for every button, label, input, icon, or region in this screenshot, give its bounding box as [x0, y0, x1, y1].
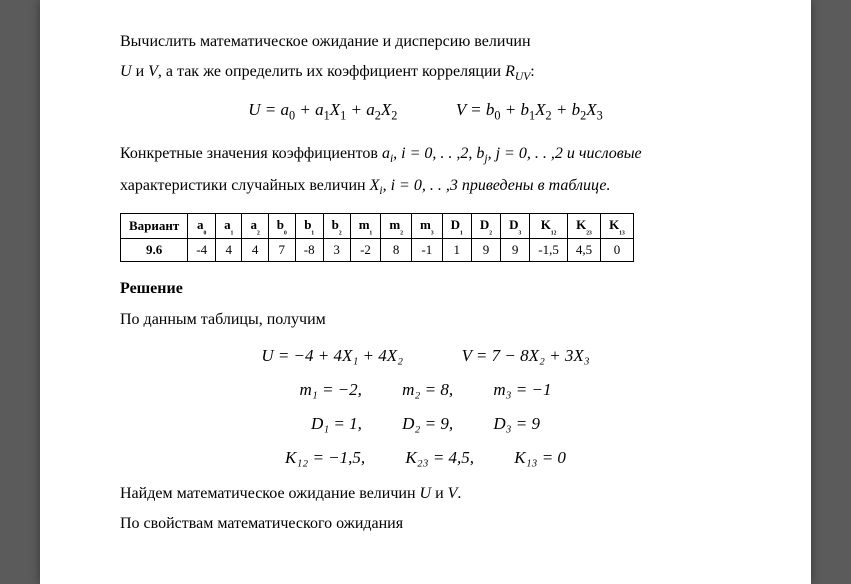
table-header-cell: D₁	[442, 213, 471, 239]
table-data-row: 9.6-4447-83-28-1199-1,54,50	[121, 239, 634, 262]
t: .	[457, 485, 461, 502]
table-data-cell: 9	[501, 239, 530, 262]
t: Конкретные значения коэффициентов	[120, 145, 382, 162]
table-data-cell: -4	[188, 239, 216, 262]
table-header-cell: D₂	[471, 213, 500, 239]
table-header-cell: a₁	[216, 213, 242, 239]
t: X	[330, 100, 340, 119]
eq-uv-values: U = −4 + 4X₁ + 4X₂ V = 7 − 8X₂ + 3X₃	[80, 346, 771, 366]
intro-line1: Вычислить математическое ожидание и дисп…	[80, 30, 771, 54]
para-properties: По свойствам математического ожидания	[80, 512, 771, 536]
para-coeffs-2: характеристики случайных величин Xi, i =…	[80, 174, 771, 200]
table-header-cell: D₃	[501, 213, 530, 239]
d3: D₃ = 9	[493, 414, 540, 433]
t: + b	[552, 100, 580, 119]
eq-k-values: K₁₂ = −1,5, K₂₃ = 4,5, K₁₃ = 0	[80, 448, 771, 468]
table-header-cell: b₁	[295, 213, 323, 239]
para-table-data: По данным таблицы, получим	[80, 308, 771, 332]
table-data-cell: 7	[268, 239, 295, 262]
table-data-cell: 1	[442, 239, 471, 262]
table-data-cell: -8	[295, 239, 323, 262]
table-data-cell: 0	[601, 239, 634, 262]
section-solution: Решение	[120, 280, 771, 298]
table-data-cell: -1	[412, 239, 443, 262]
table-data-cell: 8	[381, 239, 412, 262]
d1: D₁ = 1,	[311, 414, 362, 433]
t: , i = 0, . . ,2,	[393, 145, 476, 162]
t: X	[535, 100, 545, 119]
s: 3	[597, 109, 603, 123]
table-data-cell: 3	[323, 239, 350, 262]
table-data-cell: -2	[350, 239, 381, 262]
eq-m-values: m₁ = −2, m₂ = 8, m₃ = −1	[80, 380, 771, 400]
u-eq: U = a0 + a1X1 + a2X2	[248, 100, 401, 119]
table-data-cell: 9.6	[121, 239, 188, 262]
txt: и	[132, 63, 149, 80]
table-header-cell: Вариант	[121, 213, 188, 239]
table-header-cell: m₃	[412, 213, 443, 239]
table-header-cell: K₂₃	[567, 213, 600, 239]
v: V	[448, 485, 458, 502]
u-val: U = −4 + 4X₁ + 4X₂	[261, 346, 403, 365]
table-header-cell: a₂	[242, 213, 268, 239]
table-header-cell: b₂	[323, 213, 350, 239]
sym-u: U	[120, 63, 132, 80]
document-page: Вычислить математическое ожидание и дисп…	[40, 0, 811, 584]
sym-r: R	[505, 63, 515, 80]
table-header-cell: K₁₂	[530, 213, 568, 239]
t: V = b	[456, 100, 495, 119]
k23: K₂₃ = 4,5,	[405, 448, 474, 467]
s: 2	[391, 109, 397, 123]
t: характеристики случайных величин	[120, 177, 370, 194]
t: , j = 0, . . ,2 и числовые	[488, 145, 642, 162]
table-header-cell: K₁₃	[601, 213, 634, 239]
table-header-cell: b₀	[268, 213, 295, 239]
sym-v: V	[148, 63, 158, 80]
t: X	[586, 100, 596, 119]
m1: m₁ = −2,	[300, 380, 362, 399]
intro-line2: U и V, а так же определить их коэффициен…	[80, 60, 771, 86]
m3: m₃ = −1	[493, 380, 551, 399]
t: U = a	[248, 100, 289, 119]
t: + a	[295, 100, 323, 119]
t: + b	[501, 100, 529, 119]
m2: m₂ = 8,	[402, 380, 453, 399]
v-eq: V = b0 + b1X2 + b2X3	[456, 100, 603, 119]
table-data-cell: -1,5	[530, 239, 568, 262]
t: X	[381, 100, 391, 119]
para-find-expect: Найдем математическое ожидание величин U…	[80, 482, 771, 506]
u: U	[420, 485, 432, 502]
d2: D₂ = 9,	[402, 414, 453, 433]
t: Найдем математическое ожидание величин	[120, 485, 420, 502]
ai: a	[382, 145, 390, 162]
xi: X	[370, 177, 380, 194]
table-header-row: Вариантa₀a₁a₂b₀b₁b₂m₁m₂m₃D₁D₂D₃K₁₂K₂₃K₁₃	[121, 213, 634, 239]
k12: K₁₂ = −1,5,	[285, 448, 365, 467]
k13: K₁₃ = 0	[514, 448, 566, 467]
para-coeffs-1: Конкретные значения коэффициентов ai, i …	[80, 142, 771, 168]
table-header-cell: a₀	[188, 213, 216, 239]
formula-uv-def: U = a0 + a1X1 + a2X2 V = b0 + b1X2 + b2X…	[80, 100, 771, 123]
eq-d-values: D₁ = 1, D₂ = 9, D₃ = 9	[80, 414, 771, 434]
txt: , а так же определить их коэффициент кор…	[158, 63, 505, 80]
table-data-cell: 4	[242, 239, 268, 262]
v-val: V = 7 − 8X₂ + 3X₃	[462, 346, 590, 365]
table-header-cell: m₁	[350, 213, 381, 239]
t: и	[431, 485, 448, 502]
table-header-cell: m₂	[381, 213, 412, 239]
sub-uv: UV	[515, 71, 530, 83]
table-data-cell: 4	[216, 239, 242, 262]
table-data-cell: 9	[471, 239, 500, 262]
coeff-table: Вариантa₀a₁a₂b₀b₁b₂m₁m₂m₃D₁D₂D₃K₁₂K₂₃K₁₃…	[120, 213, 634, 263]
table-data-cell: 4,5	[567, 239, 600, 262]
t: + a	[346, 100, 374, 119]
colon: :	[530, 63, 534, 80]
t: , i = 0, . . ,3 приведены в таблице.	[383, 177, 611, 194]
